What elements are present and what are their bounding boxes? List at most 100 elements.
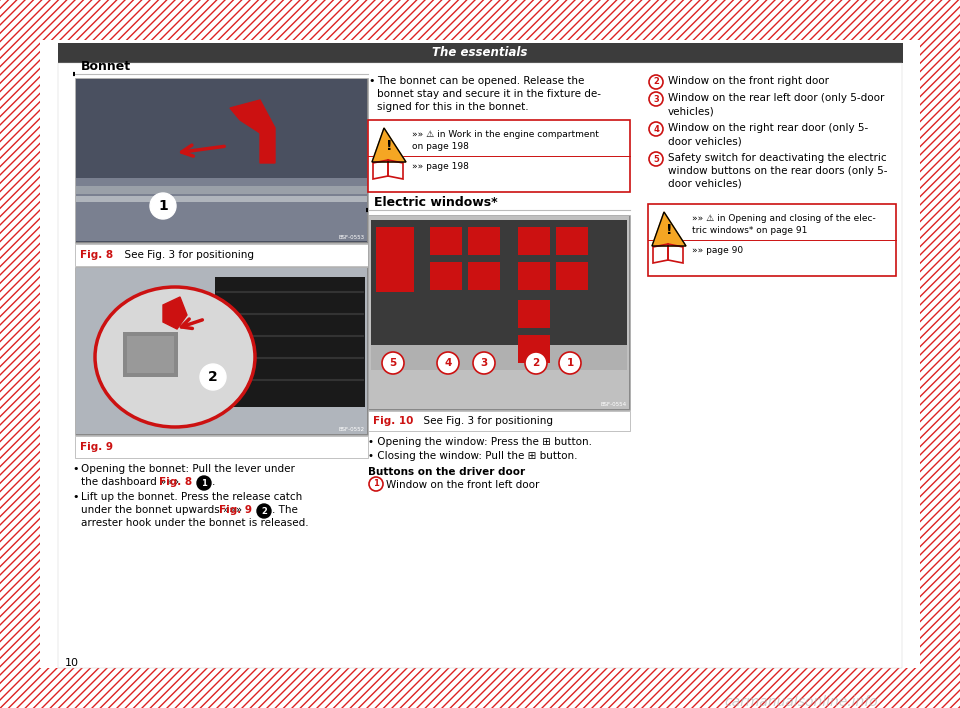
Text: Fig. 8: Fig. 8 [159, 477, 192, 487]
Text: under the bonnet upwards »»»: under the bonnet upwards »»» [81, 505, 246, 515]
Bar [518, 335, 550, 363]
Bar [368, 120, 630, 192]
Text: vehicles): vehicles) [668, 106, 715, 116]
Bar [920, 0, 960, 708]
Text: the dashboard »»»: the dashboard »»» [81, 477, 182, 487]
Text: !: ! [665, 223, 672, 237]
Bar [368, 215, 630, 410]
Polygon shape [652, 212, 686, 246]
Text: 5: 5 [653, 154, 659, 164]
Text: Fig. 10: Fig. 10 [373, 416, 414, 426]
Bar [0, 0, 960, 40]
Text: 2: 2 [533, 358, 540, 368]
Bar [75, 267, 368, 435]
Bar [76, 178, 367, 241]
Bar [0, 0, 40, 708]
Text: BSF-0554: BSF-0554 [601, 402, 627, 407]
Bar [127, 336, 174, 373]
Text: 10: 10 [65, 658, 79, 668]
Bar [518, 227, 550, 255]
Bar [58, 63, 902, 668]
Circle shape [473, 352, 495, 374]
Text: The essentials: The essentials [432, 47, 528, 59]
Text: »» page 198: »» page 198 [412, 162, 468, 171]
Bar [518, 300, 550, 328]
Text: BSF-0553: BSF-0553 [339, 235, 365, 240]
Text: »» page 90: »» page 90 [692, 246, 743, 255]
Text: bonnet stay and secure it in the fixture de-: bonnet stay and secure it in the fixture… [377, 89, 601, 99]
Text: Bonnet: Bonnet [81, 60, 132, 73]
Bar [76, 79, 367, 242]
Text: Electric windows*: Electric windows* [374, 196, 497, 209]
Bar [368, 411, 630, 431]
Bar [76, 196, 367, 202]
Text: carmanualsonline.info: carmanualsonline.info [725, 695, 878, 708]
Text: Fig. 9: Fig. 9 [219, 505, 252, 515]
Text: 4: 4 [653, 125, 659, 134]
Text: BSF-0552: BSF-0552 [339, 427, 365, 432]
Text: Fig. 8: Fig. 8 [80, 250, 113, 260]
Circle shape [197, 476, 211, 490]
Text: Buttons on the driver door: Buttons on the driver door [368, 467, 525, 477]
Text: Safety switch for deactivating the electric: Safety switch for deactivating the elect… [668, 153, 887, 163]
Text: .: . [212, 477, 215, 487]
Ellipse shape [96, 288, 254, 426]
Circle shape [382, 352, 404, 374]
Circle shape [150, 193, 176, 219]
Text: •: • [72, 464, 79, 474]
Text: •: • [368, 76, 374, 86]
Text: 2: 2 [653, 77, 659, 86]
Text: 1: 1 [201, 479, 207, 488]
Text: . The: . The [272, 505, 298, 515]
Text: signed for this in the bonnet.: signed for this in the bonnet. [377, 102, 529, 112]
Circle shape [200, 364, 226, 390]
Text: Window on the front left door: Window on the front left door [386, 480, 540, 490]
Bar [648, 204, 896, 276]
Text: »» ⚠ in Work in the engine compartment: »» ⚠ in Work in the engine compartment [412, 130, 599, 139]
Bar [75, 244, 368, 266]
Text: 1: 1 [158, 199, 168, 213]
Text: 1: 1 [566, 358, 574, 368]
Bar [123, 332, 178, 377]
Text: 3: 3 [480, 358, 488, 368]
Text: arrester hook under the bonnet is released.: arrester hook under the bonnet is releas… [81, 518, 308, 528]
Text: 4: 4 [444, 358, 452, 368]
Text: door vehicles): door vehicles) [668, 136, 742, 146]
Text: Window on the front right door: Window on the front right door [668, 76, 829, 86]
Polygon shape [230, 100, 275, 163]
Text: Window on the rear left door (only 5-door: Window on the rear left door (only 5-doo… [668, 93, 884, 103]
Bar [371, 220, 627, 370]
Bar [468, 262, 500, 290]
Circle shape [437, 352, 459, 374]
Text: window buttons on the rear doors (only 5-: window buttons on the rear doors (only 5… [668, 166, 887, 176]
Bar [556, 227, 588, 255]
Bar [430, 262, 462, 290]
Text: Opening the bonnet: Pull the lever under: Opening the bonnet: Pull the lever under [81, 464, 295, 474]
Circle shape [257, 504, 271, 518]
Polygon shape [163, 297, 187, 329]
Text: • Opening the window: Press the ⊞ button.: • Opening the window: Press the ⊞ button… [368, 437, 592, 447]
Bar [0, 668, 960, 708]
Bar [76, 268, 367, 434]
Bar [468, 227, 500, 255]
Text: !: ! [386, 139, 393, 153]
Text: See Fig. 3 for positioning: See Fig. 3 for positioning [118, 250, 254, 260]
Bar [371, 345, 627, 370]
Bar [75, 436, 368, 458]
Text: • Closing the window: Pull the ⊞ button.: • Closing the window: Pull the ⊞ button. [368, 451, 578, 461]
Bar [430, 227, 462, 255]
Circle shape [525, 352, 547, 374]
Bar [369, 216, 629, 409]
Text: 1: 1 [373, 479, 379, 489]
Bar [376, 227, 414, 292]
Text: 2: 2 [208, 370, 218, 384]
Text: •: • [72, 492, 79, 502]
Bar [76, 186, 367, 194]
Text: Lift up the bonnet. Press the release catch: Lift up the bonnet. Press the release ca… [81, 492, 302, 502]
Text: 3: 3 [653, 94, 659, 103]
Bar [215, 277, 365, 407]
Bar [556, 262, 588, 290]
Text: tric windows* on page 91: tric windows* on page 91 [692, 226, 807, 235]
Text: on page 198: on page 198 [412, 142, 468, 151]
Text: 5: 5 [390, 358, 396, 368]
